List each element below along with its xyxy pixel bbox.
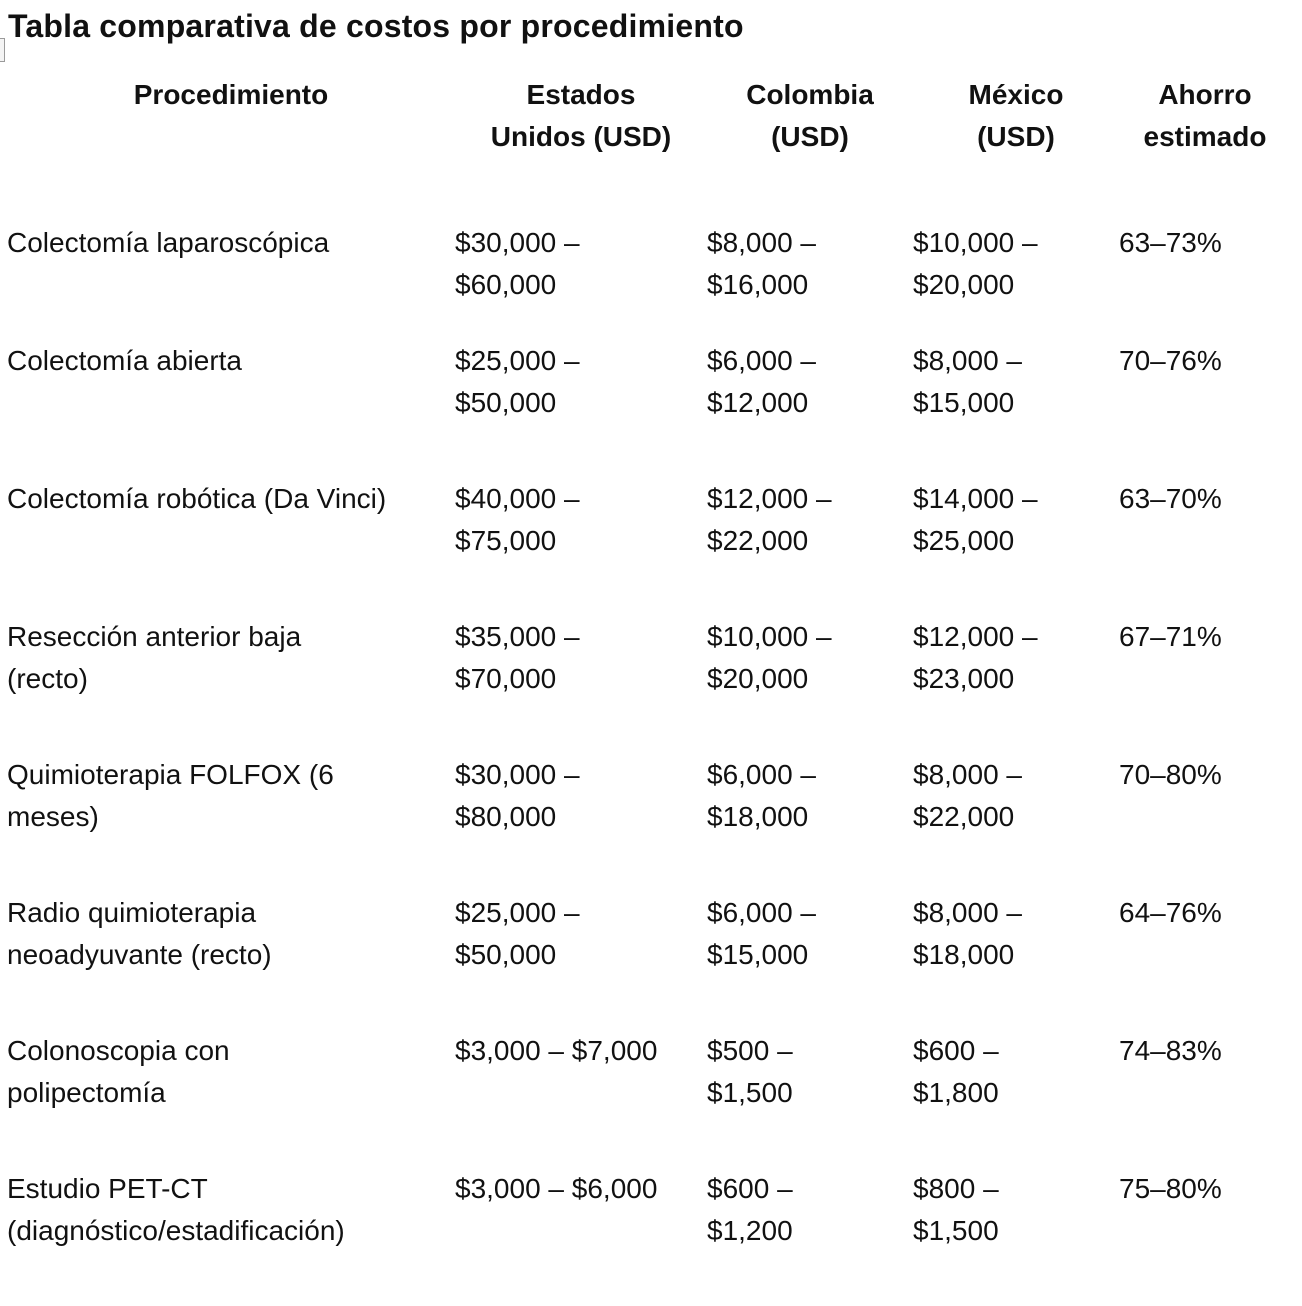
table-row: Colectomía abierta $25,000 – $50,000 $6,…: [7, 340, 1291, 478]
page-title: Tabla comparativa de costos por procedim…: [8, 8, 744, 44]
cell-cost-mexico: $600 – $1,800: [913, 1035, 999, 1108]
table-row: Colonoscopia con polipectomía $3,000 – $…: [7, 1030, 1291, 1168]
cell-cost-colombia: $6,000 – $12,000: [707, 345, 816, 418]
cell-procedure: Radio quimioterapia neoadyuvante (recto): [7, 897, 272, 970]
cell-cost-mexico: $8,000 – $22,000: [913, 759, 1022, 832]
table-row: Quimioterapia FOLFOX (6 meses) $30,000 –…: [7, 754, 1291, 892]
cell-saving: 70–76%: [1119, 345, 1222, 376]
cell-cost-us: $3,000 – $6,000: [455, 1173, 658, 1204]
cell-cost-us: $35,000 – $70,000: [455, 621, 580, 694]
table-body: Colectomía laparoscópica $30,000 – $60,0…: [7, 202, 1291, 1306]
cell-saving: 67–71%: [1119, 621, 1222, 652]
cell-saving: 75–80%: [1119, 1173, 1222, 1204]
cell-procedure: Resección anterior baja (recto): [7, 621, 302, 694]
header-procedimiento: Procedimiento: [133, 79, 329, 110]
cell-cost-us: $3,000 – $7,000: [455, 1035, 658, 1066]
cell-cost-mexico: $14,000 – $25,000: [913, 483, 1038, 556]
cell-cost-us: $40,000 – $75,000: [455, 483, 580, 556]
cell-procedure: Estudio PET-CT (diagnóstico/estadificaci…: [7, 1173, 345, 1246]
cell-cost-colombia: $8,000 – $16,000: [707, 227, 816, 300]
header-row: Procedimiento Estados Unidos (USD) Colom…: [7, 74, 1291, 202]
cell-procedure: Colectomía robótica (Da Vinci): [7, 483, 387, 514]
cell-cost-us: $25,000 – $50,000: [455, 897, 580, 970]
cell-cost-colombia: $10,000 – $20,000: [707, 621, 832, 694]
cost-comparison-table: Procedimiento Estados Unidos (USD) Colom…: [7, 74, 1291, 1306]
cell-saving: 63–70%: [1119, 483, 1222, 514]
cell-saving: 70–80%: [1119, 759, 1222, 790]
cell-procedure: Quimioterapia FOLFOX (6 meses): [7, 759, 334, 832]
cell-cost-colombia: $600 – $1,200: [707, 1173, 793, 1246]
cell-cost-us: $25,000 – $50,000: [455, 345, 580, 418]
table-header: Procedimiento Estados Unidos (USD) Colom…: [7, 74, 1291, 202]
cell-cost-mexico: $12,000 – $23,000: [913, 621, 1038, 694]
cell-cost-us: $30,000 – $60,000: [455, 227, 580, 300]
corner-marker: [0, 38, 5, 62]
cell-cost-mexico: $8,000 – $15,000: [913, 345, 1022, 418]
cell-cost-us: $30,000 – $80,000: [455, 759, 580, 832]
table-row: Colectomía robótica (Da Vinci) $40,000 –…: [7, 478, 1291, 616]
table-row: Radio quimioterapia neoadyuvante (recto)…: [7, 892, 1291, 1030]
header-ahorro: Ahorro estimado: [1143, 79, 1267, 152]
cell-saving: 63–73%: [1119, 227, 1222, 258]
cell-procedure: Colectomía abierta: [7, 345, 243, 376]
cell-cost-colombia: $12,000 – $22,000: [707, 483, 832, 556]
cell-procedure: Colectomía laparoscópica: [7, 227, 330, 258]
cell-cost-mexico: $8,000 – $18,000: [913, 897, 1022, 970]
cell-cost-colombia: $6,000 – $18,000: [707, 759, 816, 832]
cell-cost-mexico: $800 – $1,500: [913, 1173, 999, 1246]
header-colombia: Colombia (USD): [746, 79, 874, 152]
cell-procedure: Colonoscopia con polipectomía: [7, 1035, 230, 1108]
cell-cost-colombia: $500 – $1,500: [707, 1035, 793, 1108]
cell-cost-colombia: $6,000 – $15,000: [707, 897, 816, 970]
table-row: Resección anterior baja (recto) $35,000 …: [7, 616, 1291, 754]
table-row: Estudio PET-CT (diagnóstico/estadificaci…: [7, 1168, 1291, 1306]
header-mexico: México (USD): [968, 79, 1064, 152]
table-row: Colectomía laparoscópica $30,000 – $60,0…: [7, 202, 1291, 340]
cell-saving: 74–83%: [1119, 1035, 1222, 1066]
header-estados-unidos: Estados Unidos (USD): [490, 79, 672, 152]
cell-cost-mexico: $10,000 – $20,000: [913, 227, 1038, 300]
cell-saving: 64–76%: [1119, 897, 1222, 928]
